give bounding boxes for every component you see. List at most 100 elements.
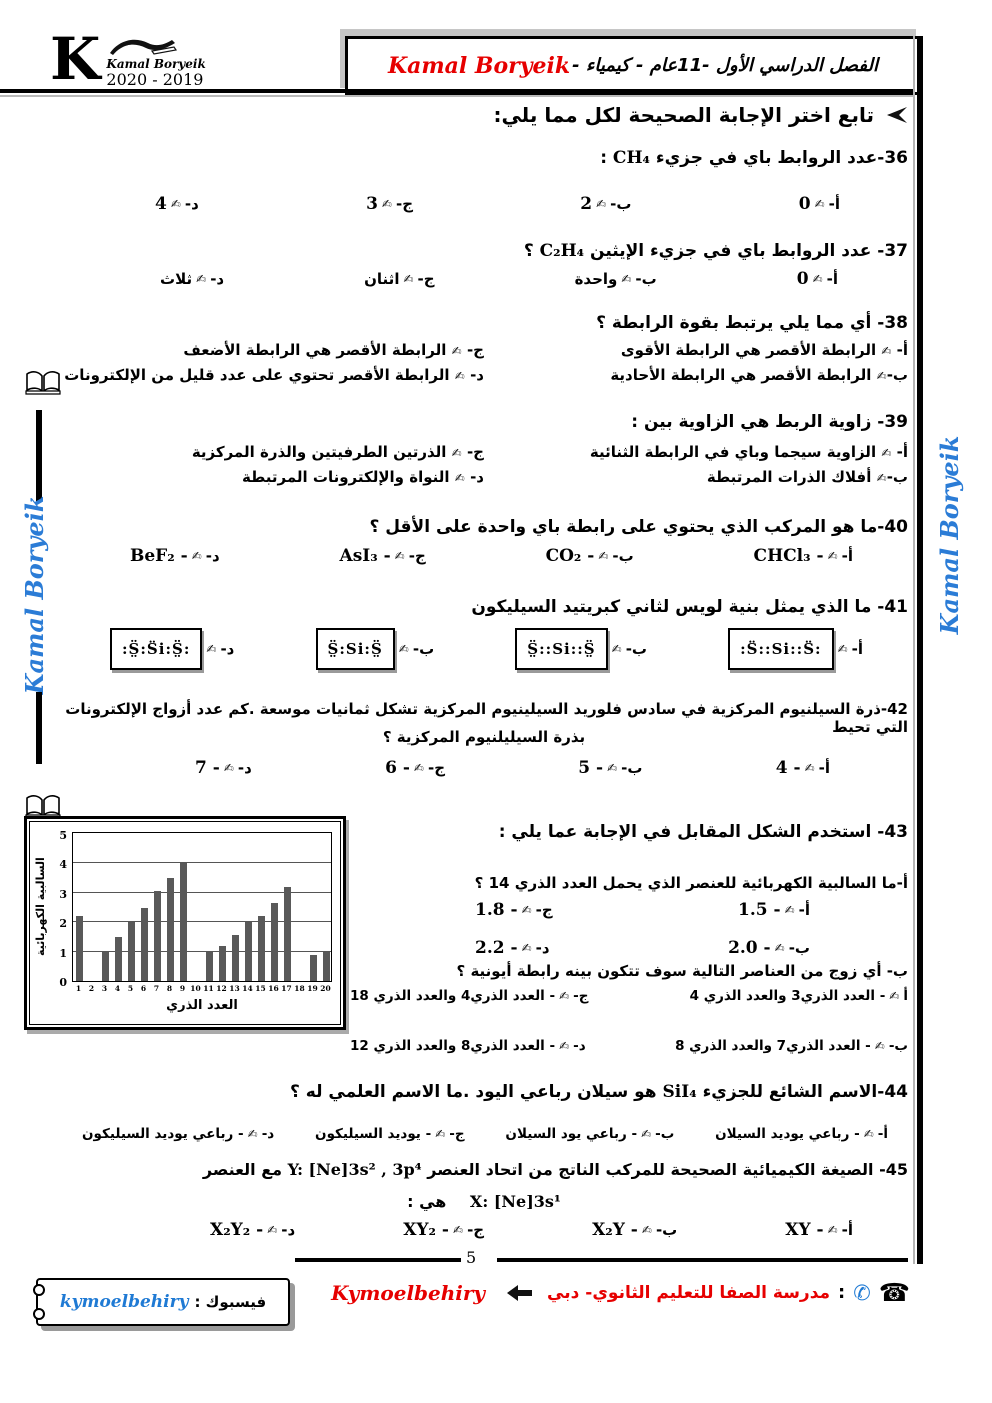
question-text: 41- ما الذي يمثل بنية لويس لثاني كبريتيد… (471, 597, 908, 617)
bar (245, 922, 252, 981)
question-41: 41- ما الذي يمثل بنية لويس لثاني كبريتيد… (60, 597, 908, 617)
pen-icon: ✍ (559, 989, 570, 1003)
pen-icon: ✍ (596, 197, 607, 211)
x-tick: 11 (203, 984, 214, 993)
option-d: د- ✍ - BeF₂ (130, 546, 220, 566)
pen-icon: ✍ (398, 642, 409, 656)
option-c: ج- ✍ - يوديد السيليكون (315, 1126, 465, 1142)
option-a: أ- ✍ - CHCl₃ (753, 546, 853, 566)
pen-icon: ✍ (827, 549, 838, 563)
question-text: 44-الاسم الشائع للجزيء (702, 1082, 908, 1102)
bar (323, 951, 330, 981)
question-43b-options-row2: ب- ✍ - العدد الذري7 والعدد الذري 8 د- ✍ - ال… (350, 1038, 908, 1054)
logo-name: Kamal Boryeik (106, 57, 206, 71)
facebook-handle: kymoelbehiry (59, 1292, 189, 1312)
pointer-arrow-icon (887, 107, 907, 123)
formula: C₂H₄ (539, 241, 585, 261)
question-43a: أ-ما السالبية الكهربائية للعنصر الذي يحم… (474, 874, 908, 892)
question-tail: : (600, 148, 607, 168)
pen-icon: ✍ (611, 642, 622, 656)
bar (206, 951, 213, 981)
question-43: 43- استخدم الشكل المقابل في الإجابة عما … (350, 822, 908, 842)
question-text: 45- الصيغة الكيميائية الصحيحة للمركب الن… (427, 1160, 908, 1179)
bar (128, 922, 135, 981)
y-axis-title: السالبية الكهربائية (34, 857, 47, 957)
option-b: ب- ✍ واحدة (574, 270, 657, 288)
question-text: 40-ما هو المركب الذي يحتوي على رابطة باي… (369, 517, 908, 537)
y-tick: 5 (59, 829, 67, 842)
x-tick: 8 (166, 984, 173, 993)
bar (102, 951, 109, 981)
question-44: 44-الاسم الشائع للجزيء SiI₄ هو سيلان ربا… (60, 1082, 908, 1102)
question-39-options: أ- ✍ الزاوية سيجما وباي في الرابطة الثنا… (60, 443, 908, 493)
option-d: د- ✍:S̤̈:S̈i:S̤̈: (110, 628, 234, 670)
option-d: د- ✍ النواة والإلكترونات المرتبطة (242, 468, 484, 486)
question-43b: ب- أي زوج من العناصر التالية سوف تتكون ب… (456, 962, 908, 980)
question-text: 43- استخدم الشكل المقابل في الإجابة عما … (498, 822, 908, 842)
question-text: 37- عدد الروابط باي في جزيء الإيثين (590, 241, 908, 261)
option-d: د- ✍ 4 (155, 194, 199, 214)
question-44-options: أ- ✍ - رباعي يوديد السيلان ب- ✍ - رباعي يود … (60, 1126, 908, 1142)
gridline (73, 921, 331, 923)
question-tail: ؟ (523, 241, 534, 261)
option-c: ب- ✍ S̤̈:Si:S̤̈ (315, 628, 434, 670)
option-a: أ- ✍ - XY (785, 1220, 853, 1240)
option-a: أ- ✍ الزاوية سيجما وباي في الرابطة الثنا… (589, 443, 908, 461)
option-c: ج- ✍ الرابطة الأقصر هي الرابطة الأضعف (183, 341, 484, 359)
bar (284, 886, 291, 981)
logo-years: 2020 - 2019 (106, 70, 204, 89)
pen-icon: ✍ (881, 344, 892, 358)
bar (232, 935, 239, 981)
formula: X: [Ne]3s¹ (469, 1192, 561, 1211)
right-border (917, 36, 923, 1264)
option-a: أ- ✍ - 1.5 (738, 900, 810, 920)
option-a: أ- ✍ - رباعي يوديد السيلان (715, 1126, 888, 1142)
page-title: Kamal Boryeik - الفصل الدراسي الأول -11ع… (345, 36, 921, 95)
option-a: أ- ✍ 0 (798, 194, 840, 214)
x-tick: 5 (127, 984, 134, 993)
book-icon (25, 371, 61, 395)
bar (219, 945, 226, 981)
option-b: ب- ✍ - 5 (578, 758, 643, 778)
question-36: 36-عدد الروابط باي في جزيء CH₄ : (60, 148, 908, 168)
pen-icon: ✍ (381, 197, 392, 211)
pen-icon: ✍ (812, 272, 823, 286)
pen-icon: ✍ (784, 903, 795, 917)
question-tail: هو سيلان رباعي اليود .ما الاسم العلمي له… (290, 1082, 657, 1102)
question-43b-options-row1: أ ✍ - العدد الذري3 والعدد الذري 4 ج- ✍ - الع… (350, 988, 908, 1004)
question-40-options: أ- ✍ - CHCl₃ ب- ✍ - CO₂ ج- ✍ - AsI₃ د- ✍ - BeF₂ (60, 546, 908, 566)
bar (271, 903, 278, 981)
left-arrow-icon (507, 1284, 533, 1301)
footer-info: ☎ ✆ : مدرسة الصفا للتعليم الثانوي- دبي K… (331, 1278, 910, 1307)
pen-icon: ✍ (641, 1127, 652, 1141)
pen-icon: ✍ (559, 1039, 570, 1053)
x-tick: 15 (255, 984, 266, 993)
option-c: ج- ✍ - 6 (385, 758, 446, 778)
x-tick: 6 (140, 984, 147, 993)
pen-icon: ✍ (874, 1039, 885, 1053)
question-36-options: أ- ✍ 0 ب- ✍ 2 ج- ✍ 3 د- ✍ 4 (60, 194, 908, 214)
pen-icon: ✍ (521, 903, 532, 917)
section-heading-text: تابع اختر الإجابة الصحيحة لكل مما يلي: (493, 103, 874, 127)
x-tick: 12 (216, 984, 227, 993)
bar (76, 916, 83, 981)
footer-rule-left (295, 1258, 461, 1262)
page-number: 5 (466, 1248, 477, 1267)
question-42-line2: بذرة السيليلنيوم المركزية ؟ (382, 728, 586, 746)
school-name: مدرسة الصفا للتعليم الثانوي- دبي (547, 1282, 831, 1303)
option-d: د- ✍ - 2.2 (475, 938, 550, 958)
pen-icon: ✍ (223, 761, 234, 775)
option-c: ج- ✍ - 1.8 (475, 900, 553, 920)
x-tick: 1 (75, 984, 82, 993)
option-c: ج- ✍ اثنان (364, 270, 435, 288)
x-tick: 3 (101, 984, 108, 993)
bar (310, 954, 317, 981)
question-43a-options-row1: أ- ✍ - 1.5 ج- ✍ - 1.8 (350, 900, 908, 920)
question-45: 45- الصيغة الكيميائية الصحيحة للمركب الن… (202, 1160, 908, 1179)
footer-brand: Kymoelbehiry (331, 1280, 486, 1305)
title-brand: Kamal Boryeik (387, 52, 571, 79)
x-tick: 13 (229, 984, 240, 993)
pen-icon: ✍ (247, 1127, 258, 1141)
x-tick: 18 (294, 984, 305, 993)
